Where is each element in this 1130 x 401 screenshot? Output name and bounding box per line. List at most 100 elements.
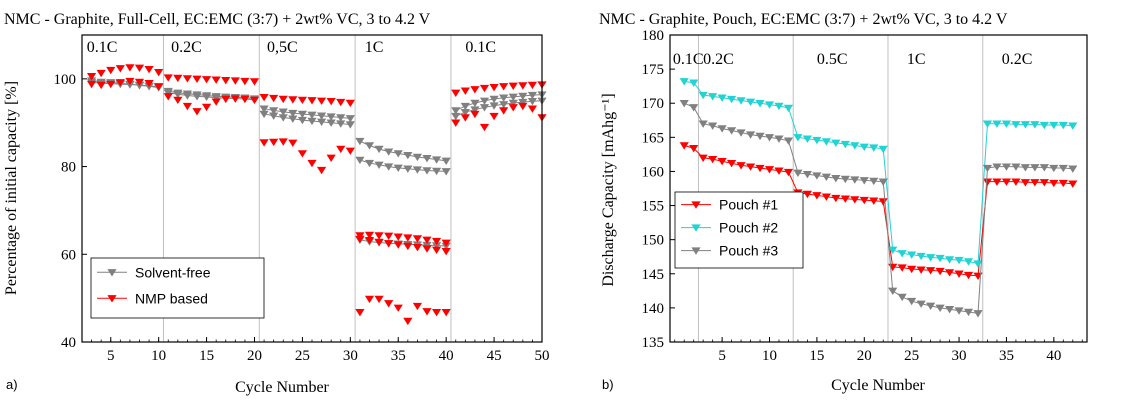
chart-1-series-1-point — [935, 254, 945, 263]
chart-1-legend-label-0: Pouch #1 — [719, 197, 778, 213]
chart-0-series-1-point — [508, 104, 518, 112]
chart-0-series-0-line-6 — [359, 140, 447, 162]
chart-1-series-1-point — [1068, 122, 1078, 130]
chart-1-legend-marker-2 — [691, 247, 701, 255]
chart-1-series-2-point — [840, 175, 850, 184]
chart-0-series-1-point — [403, 242, 413, 251]
chart-1-series-1-point — [812, 136, 822, 145]
chart-0-series-0-point — [470, 99, 480, 108]
chart-0-series-1-point — [288, 139, 298, 148]
chart-1-series-2-point — [944, 306, 955, 314]
chart-0-series-1-point — [499, 83, 509, 91]
chart-0-series-0-point — [384, 163, 394, 171]
chart-0-series-1-point — [393, 233, 403, 241]
chart-1-series-1-point — [745, 98, 756, 106]
chart-0-ytick-label-0: 40 — [61, 335, 76, 351]
chart-0-ytick-label-1: 60 — [61, 247, 76, 263]
chart-1-series-1-point — [802, 135, 813, 143]
chart-1-series-1-point — [1058, 121, 1068, 130]
chart-0-series-0-point — [422, 155, 432, 163]
chart-1-series-2-point — [774, 135, 784, 143]
chart-0-legend-marker-1 — [107, 295, 117, 303]
chart-1-series-1-point — [869, 144, 879, 152]
chart-0-xtick-label-8: 45 — [487, 348, 502, 364]
chart-0-series-0-point — [489, 95, 499, 104]
chart-1-region-label-1: 0.2C — [703, 51, 734, 68]
chart-a-ylabel: Percentage of initial capacity [%] — [3, 81, 20, 295]
chart-0-series-1-point — [230, 95, 240, 103]
chart-0-series-1-point — [336, 145, 346, 154]
chart-1-series-0-point — [935, 267, 945, 276]
chart-0-series-1-point — [240, 95, 250, 104]
chart-0-series-0-point — [336, 120, 346, 128]
chart-0-series-0-point — [470, 106, 480, 114]
chart-0-series-1-point — [307, 97, 317, 105]
chart-1-series-2-point — [888, 287, 898, 295]
chart-0-series-1-point — [86, 80, 97, 89]
chart-0-series-0-point — [316, 112, 327, 120]
chart-0-series-1-point — [460, 87, 470, 95]
chart-1-series-1-point — [897, 250, 907, 258]
chart-1-series-0-point — [878, 198, 888, 206]
chart-1-series-2-point — [935, 304, 945, 313]
chart-0-series-0-point — [336, 114, 346, 122]
chart-1-xtick-label-5: 30 — [952, 348, 967, 364]
chart-1-series-1-point — [736, 97, 746, 105]
chart-0-series-1-point — [499, 107, 509, 115]
chart-0-region-label-2: 0,5C — [267, 39, 298, 56]
chart-0-series-1-point — [412, 302, 423, 311]
chart-1-series-1-point — [1030, 121, 1040, 129]
chart-0-xtick-label-6: 35 — [391, 348, 406, 364]
chart-0-series-1-point — [297, 150, 308, 158]
chart-0-series-1-point — [288, 96, 298, 104]
chart-0-series-1-point — [412, 235, 423, 243]
chart-1-series-0-point — [831, 194, 841, 203]
chart-0-series-1-point — [364, 231, 375, 240]
chart-0-series-0-line-5 — [263, 113, 351, 125]
chart-0-series-1-point — [422, 236, 432, 244]
chart-1-ytick-label-0: 135 — [642, 335, 665, 351]
chart-0-series-0-point — [499, 101, 509, 109]
chart-0-series-0-point — [412, 153, 423, 162]
chart-0-series-0-point — [355, 156, 365, 165]
chart-0-series-1-point — [441, 239, 451, 248]
chart-1-series-1-point — [793, 134, 803, 142]
chart-0-series-0-point — [422, 167, 432, 175]
chart-1-legend-marker-0 — [691, 201, 701, 209]
chart-1-series-2-point — [850, 176, 860, 184]
chart-0-series-0-point — [345, 121, 355, 129]
chart-panel-a: NMC - Graphite, Full-Cell, EC:EMC (3:7) … — [3, 11, 550, 396]
chart-0-series-1-point — [518, 82, 528, 90]
chart-0-series-1-point — [326, 154, 336, 162]
chart-0-series-1-point — [211, 98, 221, 106]
chart-0-series-1-point — [527, 105, 538, 113]
chart-0-legend — [90, 257, 265, 319]
chart-0-series-1-point — [173, 96, 183, 105]
chart-1-series-0-point — [859, 196, 869, 205]
chart-0-series-1-point — [201, 76, 212, 84]
chart-0-series-1-point — [249, 78, 260, 86]
chart-1-ytick-label-6: 165 — [642, 130, 665, 146]
chart-1-series-2-point — [1049, 164, 1059, 173]
chart-1-series-2-point — [812, 172, 822, 180]
chart-1-series-2-point — [755, 132, 765, 141]
chart-0-series-0-point — [345, 115, 355, 123]
chart-1-ytick-label-1: 140 — [642, 301, 665, 317]
chart-0-series-1-point — [211, 76, 221, 84]
chart-1-series-1-point — [698, 91, 708, 100]
chart-0-series-0-point — [393, 150, 403, 158]
chart-0-series-1-point — [374, 232, 384, 240]
chart-1-series-1-point — [926, 254, 936, 262]
chart-0-series-1-point — [345, 99, 355, 108]
chart-0-series-0-point — [384, 148, 394, 156]
chart-1-series-1-point — [783, 104, 794, 113]
chart-1-series-0-point — [821, 193, 831, 201]
chart-1-series-0-point — [1020, 179, 1030, 187]
chart-1-series-2-point — [878, 178, 888, 186]
chart-0-series-1-point — [106, 80, 116, 89]
chart-0-region-label-4: 0.1C — [465, 39, 496, 56]
chart-1-series-0-point — [698, 154, 708, 162]
chart-0-series-1-point — [374, 238, 384, 247]
chart-1-series-2-point — [973, 310, 983, 318]
chart-0-series-1-point — [518, 102, 528, 111]
